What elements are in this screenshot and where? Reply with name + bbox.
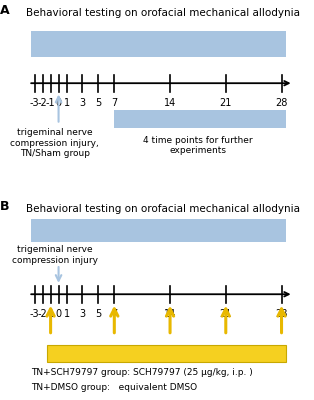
Text: -1: -1 xyxy=(46,309,55,319)
Text: 14: 14 xyxy=(164,309,176,319)
Text: A: A xyxy=(0,4,10,17)
Text: 1: 1 xyxy=(63,98,70,108)
Text: Behavioral testing on orofacial mechanical allodynia: Behavioral testing on orofacial mechanic… xyxy=(26,8,300,18)
Text: 5: 5 xyxy=(95,98,101,108)
Text: 21: 21 xyxy=(219,309,232,319)
Text: 7: 7 xyxy=(111,98,117,108)
Text: 3: 3 xyxy=(79,98,85,108)
Bar xyxy=(114,110,285,128)
Text: 7: 7 xyxy=(111,309,117,319)
Text: -2: -2 xyxy=(38,309,47,319)
Text: 0: 0 xyxy=(56,98,62,108)
Text: Behavioral testing on orofacial mechanical allodynia: Behavioral testing on orofacial mechanic… xyxy=(26,204,300,214)
Text: -2: -2 xyxy=(38,98,47,108)
Text: TN+SCH79797 group: SCH79797 (25 μg/kg, i.p. ): TN+SCH79797 group: SCH79797 (25 μg/kg, i… xyxy=(31,368,252,376)
Text: TN+DMSO group:   equivalent DMSO: TN+DMSO group: equivalent DMSO xyxy=(31,382,197,392)
Text: -1: -1 xyxy=(46,98,55,108)
Text: B: B xyxy=(0,200,10,213)
Text: 5: 5 xyxy=(95,309,101,319)
Text: trigeminal nerve
compression injury,
TN/Sham group: trigeminal nerve compression injury, TN/… xyxy=(10,128,99,158)
Text: 28: 28 xyxy=(275,309,288,319)
Text: -3: -3 xyxy=(30,98,40,108)
Text: 28: 28 xyxy=(275,98,288,108)
Text: 4 time points for further
experiments: 4 time points for further experiments xyxy=(143,136,253,155)
Bar xyxy=(31,30,285,57)
Text: -3: -3 xyxy=(30,309,40,319)
Text: 3: 3 xyxy=(79,309,85,319)
Text: trigeminal nerve
compression injury: trigeminal nerve compression injury xyxy=(12,245,98,265)
Text: 1: 1 xyxy=(63,309,70,319)
Text: 21: 21 xyxy=(219,98,232,108)
Bar xyxy=(31,219,285,242)
Bar xyxy=(46,345,285,362)
Text: 0: 0 xyxy=(56,309,62,319)
Text: 14: 14 xyxy=(164,98,176,108)
